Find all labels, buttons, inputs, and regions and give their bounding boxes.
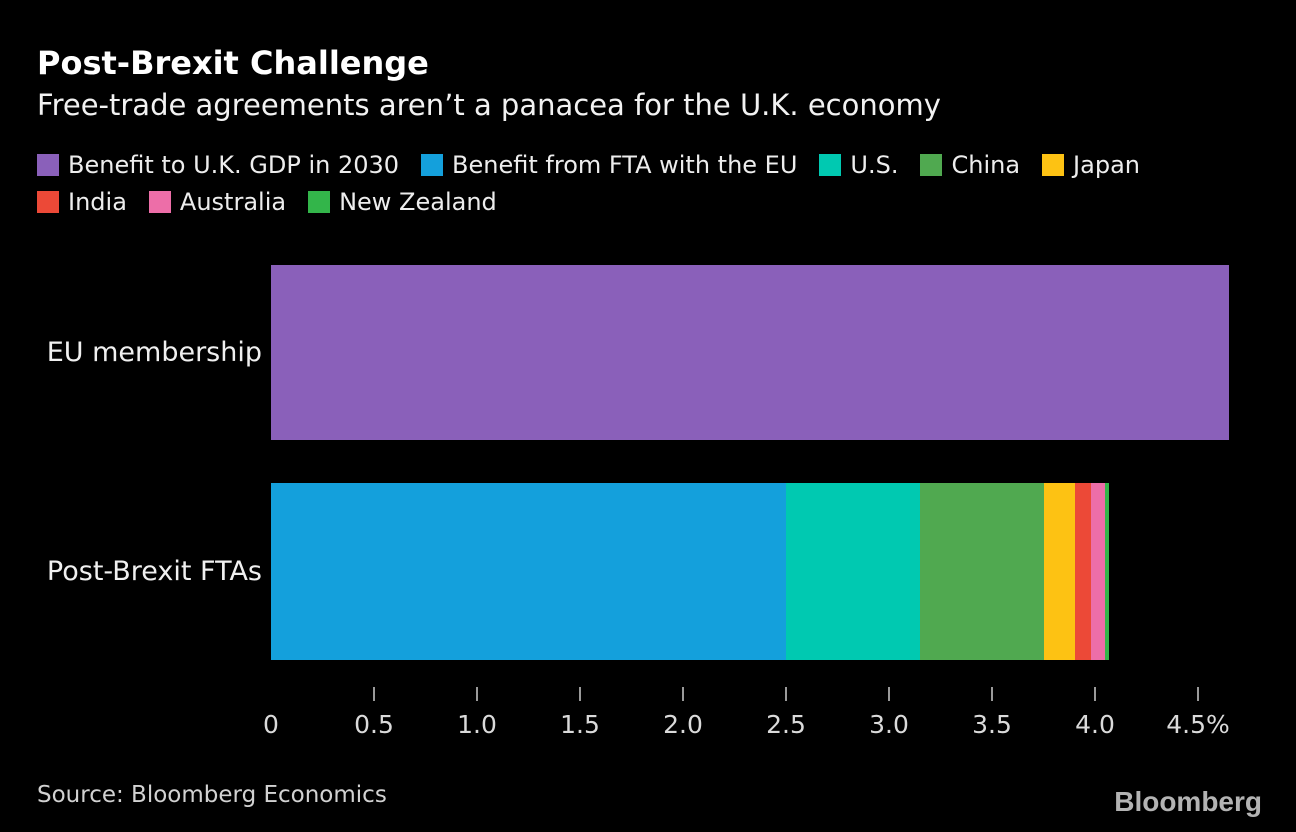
legend-swatch-icon (37, 191, 59, 213)
legend-label: Benefit to U.K. GDP in 2030 (68, 151, 400, 179)
bar-segment-japan (1044, 483, 1075, 660)
bar-segment-australia (1091, 483, 1105, 660)
legend-swatch-icon (148, 191, 171, 213)
bar-segment-new-zealand (1105, 483, 1109, 660)
category-label-post-brexit-ftas: Post-Brexit FTAs (46, 556, 262, 587)
axis-tick-label: 4.5% (1166, 710, 1230, 739)
category-label-eu-membership: EU membership (46, 337, 262, 368)
legend-item: Benefit from FTA with the EU (421, 151, 797, 179)
axis-tick-label: 1.5 (560, 710, 600, 739)
axis-tick-mark (1094, 687, 1096, 701)
legend-swatch-icon (421, 154, 444, 176)
legend-label: India (68, 188, 127, 216)
axis-tick-mark (991, 687, 993, 701)
axis-tick-label: 3.0 (869, 710, 909, 739)
legend-swatch-icon (920, 154, 943, 176)
legend-row-1: Benefit to U.K. GDP in 2030 Benefit from … (37, 151, 1140, 179)
legend-item: Australia (148, 188, 287, 216)
legend-item: U.S. (819, 151, 898, 179)
bar-segment-benefit-from-fta-with-the-eu (271, 483, 786, 660)
axis-tick-mark (476, 687, 478, 701)
axis-tick-label: 2.5 (766, 710, 806, 739)
legend-swatch-icon (308, 191, 331, 213)
legend-swatch-icon (819, 154, 842, 176)
axis-tick-mark (579, 687, 581, 701)
axis-tick-label: 2.0 (663, 710, 703, 739)
legend-item: Japan (1042, 151, 1140, 179)
axis-tick-label: 0.5 (354, 710, 394, 739)
source-note: Source: Bloomberg Economics (37, 782, 387, 808)
legend-item: Benefit to U.K. GDP in 2030 (37, 151, 399, 179)
legend-label: Benefit from FTA with the EU (452, 151, 798, 179)
bar-post-brexit-ftas (271, 483, 1296, 660)
bar-segment-china (920, 483, 1044, 660)
axis-tick-label: 0 (263, 710, 279, 739)
legend-swatch-icon (1042, 154, 1065, 176)
axis-tick-label: 4.0 (1075, 710, 1115, 739)
bar-eu-membership (271, 265, 1296, 440)
legend-label: U.S. (850, 151, 899, 179)
chart-title: Post-Brexit Challenge (37, 44, 429, 82)
legend-item: New Zealand (308, 188, 497, 216)
bar-segment-benefit-to-u-k-gdp-in-2030 (271, 265, 1229, 440)
axis-tick-mark (682, 687, 684, 701)
axis-tick-mark (1197, 687, 1199, 701)
legend-label: New Zealand (339, 188, 497, 216)
legend-item: China (920, 151, 1020, 179)
bar-segment-india (1075, 483, 1091, 660)
legend-item: India (37, 188, 127, 216)
legend-row-2: India Australia New Zealand (37, 188, 497, 216)
chart-subtitle: Free-trade agreements aren’t a panacea f… (37, 88, 941, 122)
bar-segment-u-s- (786, 483, 920, 660)
legend-label: Australia (179, 188, 287, 216)
legend-label: Japan (1073, 151, 1140, 179)
axis-tick-label: 3.5 (972, 710, 1012, 739)
axis-tick-mark (373, 687, 375, 701)
legend-label: China (951, 151, 1021, 179)
legend-swatch-icon (37, 154, 59, 176)
bloomberg-logo: Bloomberg (1114, 786, 1262, 817)
axis-tick-label: 1.0 (457, 710, 497, 739)
axis-tick-mark (888, 687, 890, 701)
axis-tick-mark (785, 687, 787, 701)
